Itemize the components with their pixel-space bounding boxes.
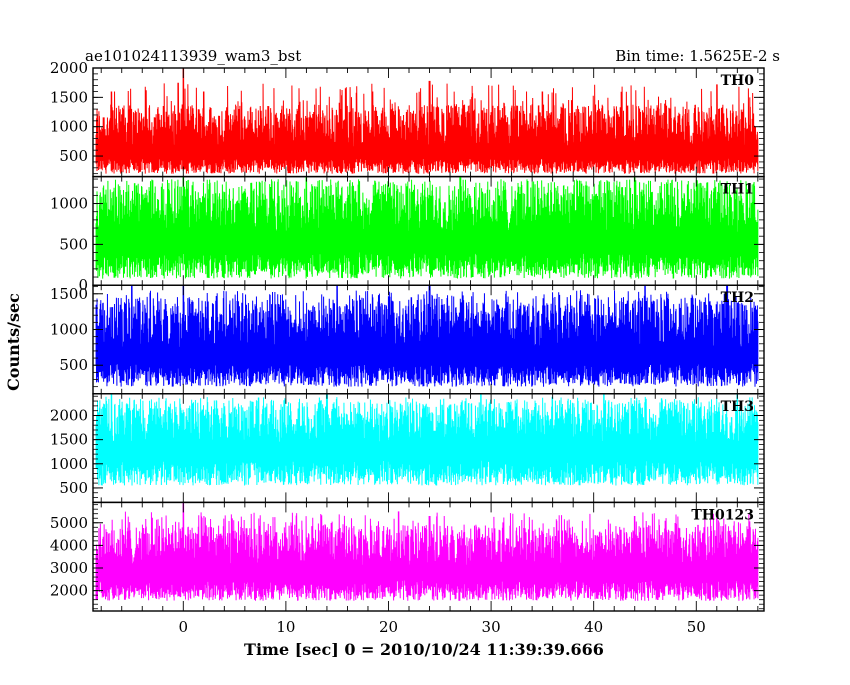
- y-tick-label: 2000: [50, 582, 88, 600]
- x-axis: 0 10 20 30 40 50: [179, 618, 706, 636]
- y-tick-label: 5000: [50, 514, 88, 532]
- y-tick-label: 1000: [50, 320, 88, 338]
- series-trace-th0: [95, 68, 759, 174]
- panel-th3: 500 1000 1500 2000 TH3: [50, 393, 765, 504]
- y-tick-label: 1500: [50, 285, 88, 303]
- panel-label-th3: TH3: [721, 399, 754, 415]
- x-tick-label: 40: [584, 618, 603, 636]
- panels-group: 500 1000 1500 2000 TH0 0 500 1000 TH1 500 1000 1500…: [50, 59, 765, 612]
- y-tick-label: 1500: [50, 431, 88, 449]
- y-tick-label: 2000: [50, 59, 88, 77]
- y-tick-label: 1500: [50, 88, 88, 106]
- y-tick-label: 1000: [50, 455, 88, 473]
- panel-label-th2: TH2: [721, 290, 754, 306]
- panel-th1: 0 500 1000 TH1: [50, 175, 765, 294]
- series-trace-th2: [95, 285, 759, 387]
- x-tick-label: 30: [482, 618, 501, 636]
- panel-label-th0123: TH0123: [691, 507, 754, 523]
- panel-label-th0: TH0: [721, 73, 755, 89]
- panel-label-th1: TH1: [721, 182, 754, 198]
- x-tick-label: 20: [379, 618, 398, 636]
- series-trace-th3: [95, 393, 759, 486]
- panel-th2: 500 1000 1500 TH2: [50, 284, 765, 395]
- y-tick-label: 1000: [50, 118, 88, 136]
- x-tick-label: 0: [179, 618, 189, 636]
- panel-th0: 500 1000 1500 2000 TH0: [50, 59, 765, 178]
- y-tick-label: 500: [59, 235, 88, 253]
- panel-th0123: 2000 3000 4000 5000 TH0123: [50, 501, 765, 612]
- y-axis-title: Counts/sec: [4, 293, 23, 391]
- y-tick-label: 1000: [50, 195, 88, 213]
- y-tick-label: 3000: [50, 559, 88, 577]
- y-tick-label: 0: [78, 276, 88, 294]
- y-tick-label: 500: [59, 147, 88, 165]
- y-tick-label: 4000: [50, 536, 88, 554]
- x-axis-title: Time [sec] 0 = 2010/10/24 11:39:39.666: [244, 640, 604, 659]
- chart-title-left: ae101024113939_wam3_bst: [85, 47, 301, 65]
- x-tick-label: 10: [276, 618, 295, 636]
- series-trace-th1: [95, 176, 759, 279]
- y-tick-label: 500: [59, 356, 88, 374]
- series-trace-th0123: [95, 502, 759, 601]
- y-tick-label: 500: [59, 479, 88, 497]
- panel-frame: [92, 501, 765, 612]
- y-tick-label: 2000: [50, 407, 88, 425]
- chart-title-right: Bin time: 1.5625E-2 s: [615, 47, 780, 65]
- x-tick-label: 50: [687, 618, 706, 636]
